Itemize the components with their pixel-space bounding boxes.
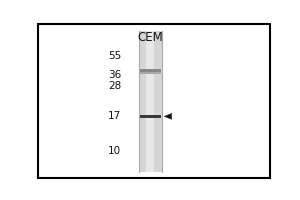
Polygon shape [164, 113, 172, 119]
Text: 36: 36 [108, 70, 121, 80]
Bar [139, 31, 162, 172]
Bar [140, 72, 161, 74]
Bar [146, 31, 154, 172]
Text: 55: 55 [108, 51, 121, 61]
Text: 10: 10 [108, 146, 121, 156]
Bar [140, 69, 161, 72]
Text: 28: 28 [108, 81, 121, 91]
Text: CEM: CEM [137, 31, 163, 44]
Bar [140, 115, 161, 118]
Text: 17: 17 [108, 111, 121, 121]
